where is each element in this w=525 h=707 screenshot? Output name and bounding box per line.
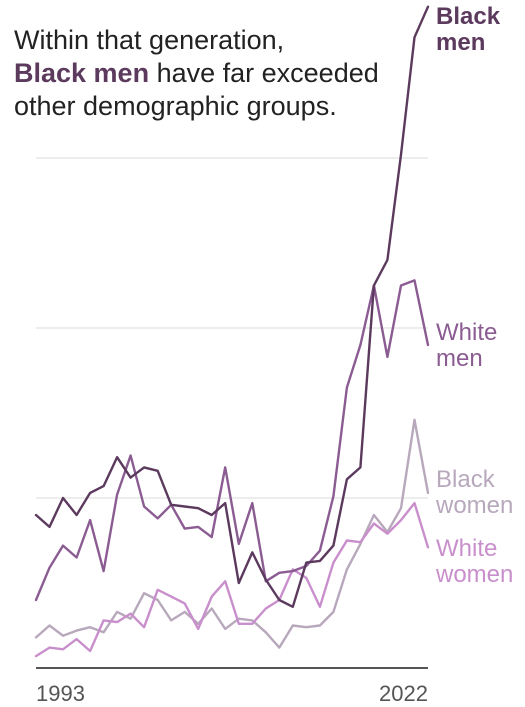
series-label-white-men: White men bbox=[436, 319, 497, 372]
series-label-black-men: Black men bbox=[436, 3, 501, 56]
x-tick-label: 2022 bbox=[379, 681, 428, 706]
series-lines bbox=[34, 5, 430, 658]
headline-rest: have far exceeded other demographic grou… bbox=[14, 58, 379, 121]
x-axis-ticks: 1993 2022 bbox=[36, 681, 428, 706]
headline-highlight: Black men bbox=[14, 58, 150, 88]
chart-headline: Within that generation, Black men have f… bbox=[14, 24, 404, 123]
headline-line1: Within that generation, bbox=[14, 25, 285, 55]
gridlines bbox=[36, 157, 428, 499]
series-label-white-women: White women bbox=[435, 535, 513, 588]
series-label-black-women: Black women bbox=[435, 466, 513, 519]
series-labels: Black men White men Black women White women bbox=[435, 3, 513, 588]
series-line-white-women bbox=[34, 501, 430, 658]
series-line-white-men bbox=[34, 279, 430, 602]
series-line-black-men bbox=[34, 5, 430, 608]
x-tick-label: 1993 bbox=[36, 681, 85, 706]
